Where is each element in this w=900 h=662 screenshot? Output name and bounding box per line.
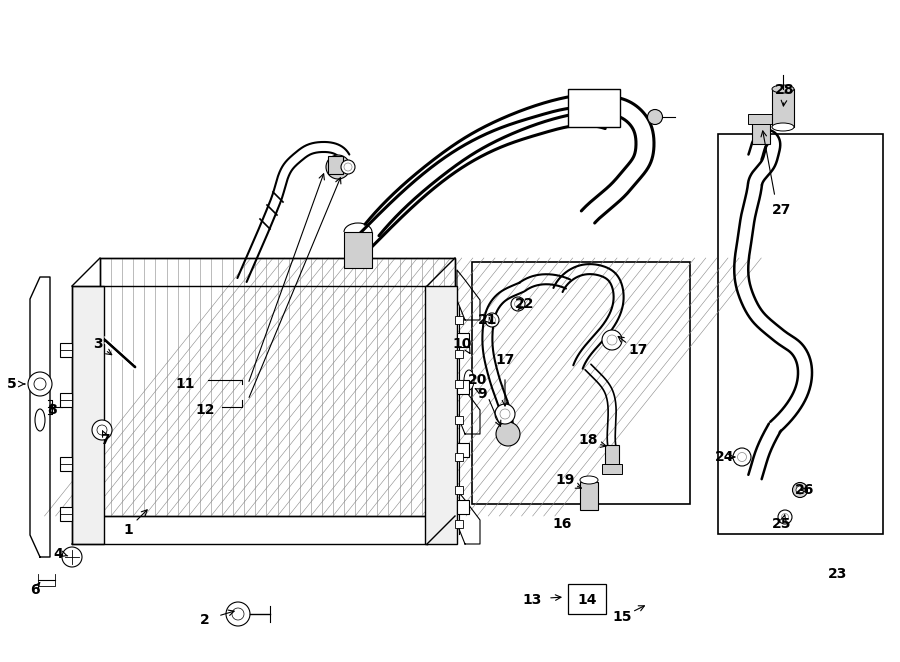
Ellipse shape	[485, 313, 499, 327]
Text: 15: 15	[612, 610, 632, 624]
Bar	[100, 258, 455, 516]
Text: 3: 3	[94, 337, 103, 351]
Circle shape	[92, 420, 112, 440]
Text: 25: 25	[772, 517, 792, 531]
Ellipse shape	[341, 160, 355, 174]
Text: 16: 16	[553, 517, 572, 531]
Bar	[455, 453, 463, 461]
Ellipse shape	[344, 163, 352, 171]
Text: 18: 18	[578, 433, 598, 447]
Text: 5: 5	[7, 377, 17, 391]
Bar	[455, 520, 463, 528]
Bar	[455, 316, 463, 324]
Text: 21: 21	[478, 313, 498, 327]
Bar	[60, 457, 72, 471]
Ellipse shape	[647, 109, 662, 124]
Text: 19: 19	[555, 473, 575, 487]
Ellipse shape	[796, 486, 804, 494]
Text: 24: 24	[716, 450, 734, 464]
Circle shape	[28, 372, 52, 396]
Bar	[72, 286, 104, 544]
Bar	[472, 262, 690, 504]
Ellipse shape	[464, 370, 474, 390]
Circle shape	[326, 155, 350, 179]
Circle shape	[97, 425, 107, 435]
Ellipse shape	[793, 483, 807, 498]
Text: 9: 9	[477, 387, 487, 401]
Bar	[718, 134, 883, 534]
Text: 28: 28	[775, 83, 795, 97]
Ellipse shape	[511, 297, 525, 311]
Bar	[455, 350, 463, 358]
Bar	[752, 122, 770, 144]
Text: 7: 7	[100, 433, 110, 447]
Text: 11: 11	[176, 377, 194, 391]
Text: 26: 26	[796, 483, 814, 497]
Circle shape	[34, 378, 46, 390]
Bar	[100, 258, 455, 516]
Text: 10: 10	[453, 337, 472, 351]
Bar	[457, 380, 469, 394]
Bar	[457, 443, 469, 457]
Bar	[457, 500, 469, 514]
Circle shape	[602, 330, 622, 350]
Text: 2: 2	[200, 613, 210, 627]
Bar	[605, 445, 619, 467]
Circle shape	[495, 404, 515, 424]
Ellipse shape	[772, 85, 794, 93]
Text: 17: 17	[628, 343, 648, 357]
Text: 13: 13	[522, 593, 542, 607]
Circle shape	[496, 422, 520, 446]
Bar	[457, 333, 469, 347]
Bar	[455, 486, 463, 494]
Circle shape	[500, 409, 510, 419]
Bar	[60, 343, 72, 357]
Ellipse shape	[737, 453, 746, 461]
Text: 20: 20	[468, 373, 488, 387]
Bar	[60, 393, 72, 407]
Bar	[100, 258, 455, 516]
Bar	[344, 232, 372, 268]
Text: 14: 14	[577, 593, 597, 607]
Ellipse shape	[515, 301, 521, 308]
Bar	[568, 584, 606, 614]
Bar	[580, 482, 598, 510]
Bar	[568, 89, 620, 127]
Text: 1: 1	[123, 523, 133, 537]
Ellipse shape	[778, 510, 792, 524]
Text: 4: 4	[53, 547, 63, 561]
Bar	[60, 507, 72, 521]
Bar	[455, 416, 463, 424]
Bar	[455, 380, 463, 388]
Ellipse shape	[733, 448, 751, 466]
Bar	[748, 114, 774, 124]
Text: 23: 23	[828, 567, 848, 581]
Text: 27: 27	[772, 203, 792, 217]
Bar	[602, 464, 622, 474]
Ellipse shape	[781, 514, 788, 520]
Ellipse shape	[772, 123, 794, 131]
Circle shape	[232, 608, 244, 620]
Circle shape	[226, 602, 250, 626]
Ellipse shape	[580, 476, 598, 484]
Ellipse shape	[35, 409, 45, 431]
Text: 22: 22	[515, 297, 535, 311]
Bar	[425, 286, 457, 544]
Text: 8: 8	[47, 403, 57, 417]
Text: 17: 17	[495, 353, 515, 367]
Bar	[772, 89, 794, 127]
Text: 6: 6	[31, 583, 40, 597]
Circle shape	[62, 547, 82, 567]
Ellipse shape	[489, 316, 496, 324]
Bar	[328, 156, 343, 174]
Text: 12: 12	[195, 403, 215, 417]
Circle shape	[607, 335, 617, 345]
